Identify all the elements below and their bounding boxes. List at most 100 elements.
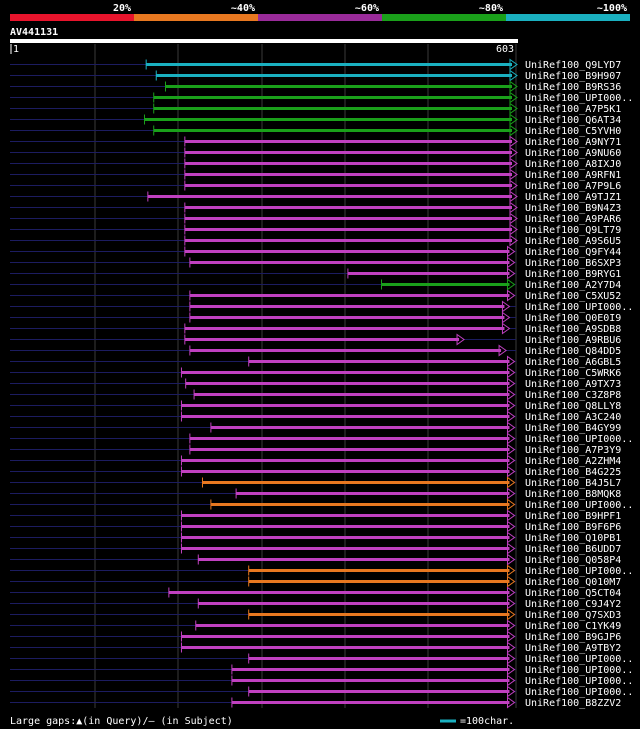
hit-label[interactable]: UniRef100_Q8LLY8	[525, 401, 621, 412]
hit-label[interactable]: UniRef100_A9NY71	[525, 137, 621, 148]
hit-arrow-icon	[498, 344, 507, 357]
hit-arrow-icon	[506, 531, 516, 544]
hit-arrow-icon	[506, 619, 516, 632]
hit-label[interactable]: UniRef100_C5WRK6	[525, 368, 621, 379]
hit-arrow-icon	[506, 487, 516, 500]
hit-arrow-icon	[509, 179, 518, 192]
hit-arrow-icon	[506, 498, 516, 511]
hit-arrow-icon	[506, 377, 516, 390]
hit-label[interactable]: UniRef100_A6GBL5	[525, 357, 621, 368]
hit-arrow-icon	[506, 454, 516, 467]
hit-label[interactable]: UniRef100_Q9LT79	[525, 225, 621, 236]
hit-label[interactable]: UniRef100_UPI000..	[525, 93, 633, 104]
hit-arrow-icon	[506, 509, 516, 522]
hit-label[interactable]: UniRef100_Q9FY44	[525, 247, 621, 258]
hit-arrow-icon	[506, 685, 516, 698]
hit-label[interactable]: UniRef100_A9TJZ1	[525, 192, 621, 203]
hit-arrow-icon	[509, 124, 518, 137]
hit-label[interactable]: UniRef100_A9RFN1	[525, 170, 621, 181]
hit-label[interactable]: UniRef100_C1YK49	[525, 621, 621, 632]
hit-label[interactable]: UniRef100_A9PAR6	[525, 214, 621, 225]
hit-arrow-icon	[501, 322, 511, 335]
scale-label-2: ~40%	[231, 3, 255, 14]
hit-label[interactable]: UniRef100_A2ZHM4	[525, 456, 621, 467]
hit-label[interactable]: UniRef100_B9RYG1	[525, 269, 621, 280]
hit-label[interactable]: UniRef100_C9J4Y2	[525, 599, 621, 610]
hit-label[interactable]: UniRef100_A8IXJ0	[525, 159, 621, 170]
hit-label[interactable]: UniRef100_UPI000..	[525, 676, 633, 687]
hit-label[interactable]: UniRef100_Q7SXD3	[525, 610, 621, 621]
hit-label[interactable]: UniRef100_Q6AT34	[525, 115, 621, 126]
scale-segment-5	[506, 14, 630, 21]
hit-label[interactable]: UniRef100_UPI000..	[525, 302, 633, 313]
hit-label[interactable]: UniRef100_B4GY99	[525, 423, 621, 434]
hit-label[interactable]: UniRef100_B9RS36	[525, 82, 621, 93]
hit-label[interactable]: UniRef100_A9S6U5	[525, 236, 621, 247]
hit-label[interactable]: UniRef100_C3Z8P8	[525, 390, 621, 401]
hit-arrow-icon	[506, 630, 516, 643]
hit-arrow-icon	[501, 300, 511, 313]
hit-label[interactable]: UniRef100_B8ZZV2	[525, 698, 621, 709]
hit-label[interactable]: UniRef100_A7P9L6	[525, 181, 621, 192]
query-end-label: 603	[496, 44, 514, 55]
hit-arrow-icon	[509, 80, 518, 93]
hit-arrow-icon	[506, 432, 516, 445]
hit-label[interactable]: UniRef100_Q0E0I9	[525, 313, 621, 324]
hit-label[interactable]: UniRef100_B6SXP3	[525, 258, 621, 269]
hit-label[interactable]: UniRef100_UPI000..	[525, 687, 633, 698]
hit-arrow-icon	[506, 597, 516, 610]
hit-arrow-icon	[506, 399, 516, 412]
hit-arrow-icon	[506, 564, 516, 577]
hit-label[interactable]: UniRef100_A2Y7D4	[525, 280, 621, 291]
hit-arrow-icon	[509, 91, 518, 104]
hit-arrow-icon	[509, 146, 518, 159]
hit-label[interactable]: UniRef100_Q5CT04	[525, 588, 621, 599]
hit-label[interactable]: UniRef100_Q10PB1	[525, 533, 621, 544]
scale-segment-3	[258, 14, 382, 21]
hit-label[interactable]: UniRef100_A7P3Y9	[525, 445, 621, 456]
scale-label-3: ~60%	[355, 3, 379, 14]
hit-label[interactable]: UniRef100_A3C240	[525, 412, 621, 423]
hit-arrow-icon	[506, 410, 516, 423]
hit-label[interactable]: UniRef100_UPI000..	[525, 500, 633, 511]
hit-label[interactable]: UniRef100_A9SDB8	[525, 324, 621, 335]
hit-label[interactable]: UniRef100_C5XU52	[525, 291, 621, 302]
hit-arrow-icon	[509, 212, 518, 225]
hit-label[interactable]: UniRef100_Q84DD5	[525, 346, 621, 357]
hit-label[interactable]: UniRef100_B9F6P6	[525, 522, 621, 533]
hit-label[interactable]: UniRef100_B4G225	[525, 467, 621, 478]
hit-arrow-icon	[501, 311, 511, 324]
hit-label[interactable]: UniRef100_Q010M7	[525, 577, 621, 588]
hit-arrow-icon	[506, 443, 516, 456]
hit-label[interactable]: UniRef100_A9RBU6	[525, 335, 621, 346]
hit-label[interactable]: UniRef100_B9H907	[525, 71, 621, 82]
query-id: AV441131	[10, 27, 58, 38]
hit-label[interactable]: UniRef100_B9N4Z3	[525, 203, 621, 214]
hit-label[interactable]: UniRef100_UPI000..	[525, 566, 633, 577]
hit-arrow-icon	[506, 520, 516, 533]
hit-label[interactable]: UniRef100_B4J5L7	[525, 478, 621, 489]
hit-label[interactable]: UniRef100_B9GJP6	[525, 632, 621, 643]
hit-arrow-icon	[509, 135, 518, 148]
hit-arrow-icon	[509, 69, 518, 82]
hit-label[interactable]: UniRef100_UPI000..	[525, 434, 633, 445]
hit-label[interactable]: UniRef100_C5YVH0	[525, 126, 621, 137]
hit-label[interactable]: UniRef100_A9TBY2	[525, 643, 621, 654]
hit-label[interactable]: UniRef100_UPI000..	[525, 654, 633, 665]
legend-scale-text: =100char.	[460, 716, 514, 727]
hit-label[interactable]: UniRef100_B8MQK8	[525, 489, 621, 500]
hit-arrow-icon	[506, 245, 516, 258]
hit-label[interactable]: UniRef100_A9NU60	[525, 148, 621, 159]
hit-arrow-icon	[506, 586, 516, 599]
hit-arrow-icon	[506, 575, 516, 588]
hit-label[interactable]: UniRef100_A9TX73	[525, 379, 621, 390]
hit-arrow-icon	[509, 113, 518, 126]
hit-arrow-icon	[509, 58, 518, 71]
hit-label[interactable]: UniRef100_B9HPF1	[525, 511, 621, 522]
hit-label[interactable]: UniRef100_Q9LYD7	[525, 60, 621, 71]
hit-label[interactable]: UniRef100_UPI000..	[525, 665, 633, 676]
hit-label[interactable]: UniRef100_A7P5K1	[525, 104, 621, 115]
hit-label[interactable]: UniRef100_B6UDD7	[525, 544, 621, 555]
hit-label[interactable]: UniRef100_Q058P4	[525, 555, 621, 566]
